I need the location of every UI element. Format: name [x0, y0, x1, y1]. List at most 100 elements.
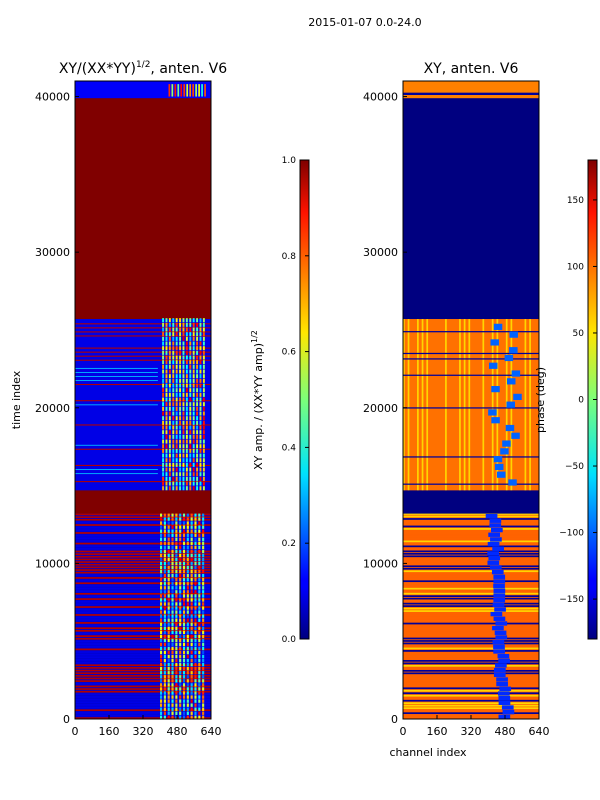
heatmap-cell: [179, 671, 182, 675]
heatmap-cell: [198, 569, 201, 574]
panel1-heatmap: [75, 81, 211, 719]
colorbar-tick-label: −100: [559, 529, 584, 539]
heatmap-cell: [167, 557, 170, 562]
heatmap-cell: [194, 521, 197, 525]
heatmap-cell: [194, 549, 197, 554]
heatmap-cell: [194, 654, 197, 659]
heatmap-cell: [196, 430, 199, 435]
heatmap-cell: [192, 420, 195, 425]
heatmap-row: [403, 709, 539, 712]
heatmap-cell: [165, 322, 168, 327]
heatmap-row: [75, 367, 158, 369]
heatmap-row: [403, 669, 539, 672]
heatmap-cell: [175, 642, 178, 647]
heatmap-cell: [202, 557, 205, 562]
heatmap-row: [75, 380, 158, 382]
heatmap-cell: [165, 402, 168, 407]
heatmap-cell: [175, 322, 178, 327]
heatmap-cell: [167, 565, 170, 570]
heatmap-cell: [407, 319, 410, 491]
heatmap-cell: [179, 691, 182, 695]
heatmap-cell: [196, 364, 199, 369]
heatmap-cell: [199, 350, 202, 355]
heatmap-row: [403, 530, 539, 533]
heatmap-cell: [196, 369, 199, 374]
heatmap-cell: [165, 346, 168, 351]
y-tick-label: 0: [391, 713, 398, 726]
heatmap-cell: [186, 658, 189, 663]
heatmap-row: [403, 575, 539, 578]
heatmap-cell: [182, 658, 186, 663]
heatmap-cell: [179, 667, 182, 671]
heatmap-row: [403, 587, 539, 590]
heatmap-cell: [192, 327, 195, 332]
heatmap-cell: [198, 598, 201, 602]
heatmap-cell: [167, 513, 170, 517]
heatmap-cell: [179, 533, 182, 537]
heatmap-cell: [175, 406, 178, 411]
x-tick-label: 320: [133, 725, 154, 738]
heatmap-cell: [171, 525, 174, 529]
heatmap-row: [75, 701, 211, 704]
heatmap-cell: [160, 699, 163, 703]
heatmap-cell: [179, 430, 182, 435]
heatmap-cell: [198, 671, 201, 675]
heatmap-cell: [168, 434, 171, 439]
heatmap-cell: [182, 557, 186, 562]
heatmap-cell: [165, 374, 168, 379]
heatmap-cell: [163, 642, 166, 647]
heatmap-cell: [189, 411, 192, 416]
heatmap-cell: [171, 545, 174, 550]
heatmap-cell: [186, 565, 189, 570]
heatmap-cell: [194, 675, 197, 679]
heatmap-cell: [172, 327, 175, 332]
heatmap-cell: [189, 430, 192, 435]
heatmap-cell: [192, 84, 194, 97]
heatmap-cell: [185, 369, 188, 374]
heatmap-row: [75, 629, 211, 632]
heatmap-cell: [171, 618, 174, 622]
heatmap-cell: [199, 458, 202, 463]
heatmap-cell: [171, 675, 174, 679]
heatmap-cell: [186, 630, 189, 635]
heatmap-cell: [202, 699, 205, 703]
heatmap-cell: [167, 549, 170, 554]
heatmap-cell: [182, 565, 186, 570]
heatmap-row: [75, 672, 211, 675]
heatmap-cell: [496, 681, 508, 687]
colorbar-tick-label: −150: [559, 595, 584, 605]
heatmap-cell: [498, 700, 511, 705]
heatmap-cell: [172, 425, 175, 430]
heatmap-cell: [186, 671, 189, 675]
heatmap-cell: [492, 602, 505, 607]
heatmap-cell: [179, 336, 182, 341]
heatmap-cell: [165, 458, 168, 463]
heatmap-row: [75, 355, 211, 357]
heatmap-cell: [491, 417, 500, 424]
x-tick-label: 480: [495, 725, 516, 738]
heatmap-cell: [165, 355, 168, 360]
heatmap-row: [75, 637, 211, 640]
heatmap-cell: [509, 347, 518, 354]
heatmap-cell: [189, 388, 192, 393]
heatmap-cell: [167, 687, 170, 691]
heatmap-cell: [198, 642, 201, 647]
heatmap-cell: [162, 425, 165, 430]
heatmap-row: [75, 661, 211, 664]
heatmap-cell: [171, 598, 174, 602]
heatmap-cell: [186, 675, 189, 679]
heatmap-cell: [498, 695, 511, 701]
heatmap-cell: [167, 634, 170, 639]
heatmap-cell: [160, 687, 163, 691]
heatmap-cell: [172, 453, 175, 458]
heatmap-cell: [162, 444, 165, 449]
heatmap-cell: [199, 481, 202, 486]
heatmap-cell: [160, 586, 163, 590]
heatmap-cell: [172, 467, 175, 472]
heatmap-cell: [179, 472, 182, 477]
heatmap-row: [75, 693, 211, 696]
heatmap-cell: [175, 364, 178, 369]
heatmap-cell: [168, 444, 171, 449]
heatmap-cell: [167, 533, 170, 537]
heatmap-cell: [163, 654, 166, 659]
